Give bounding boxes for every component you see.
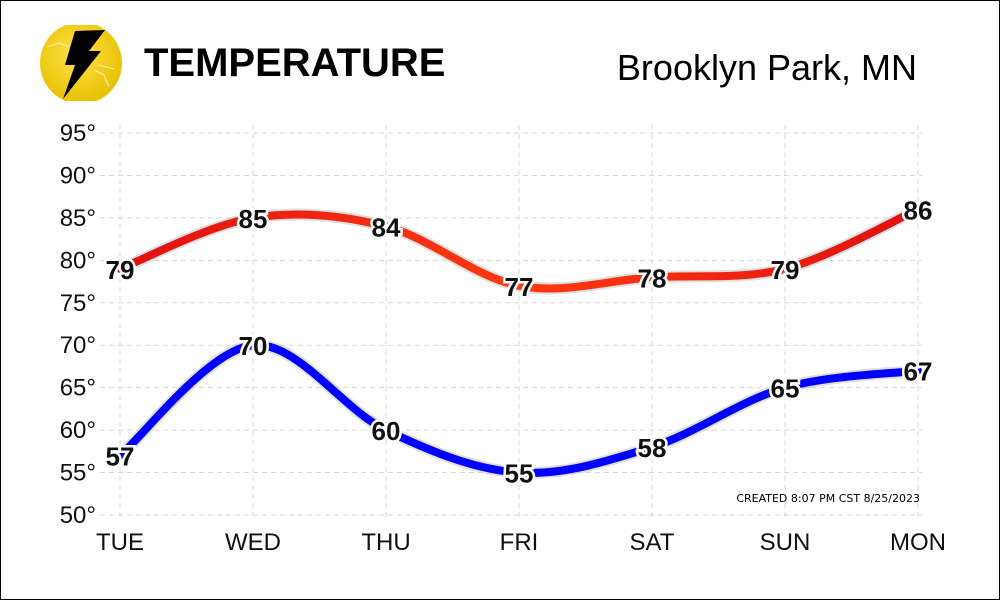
y-tick-label: 60° [60, 417, 96, 444]
high-temp-line [116, 205, 922, 293]
x-tick-label: FRI [500, 529, 539, 556]
high-data-label: 78 [638, 263, 667, 293]
low-data-label: 67 [904, 357, 933, 387]
x-tick-label: WED [225, 529, 281, 556]
high-data-label: 77 [505, 272, 534, 302]
x-tick-label: TUE [96, 529, 144, 556]
y-tick-label: 90° [60, 162, 96, 189]
low-data-label: 70 [239, 331, 268, 361]
x-tick-label: THU [361, 529, 410, 556]
y-tick-label: 65° [60, 375, 96, 402]
low-data-label: 55 [505, 459, 534, 489]
high-data-label: 86 [904, 195, 933, 225]
x-tick-label: SAT [630, 529, 675, 556]
low-temp-line [116, 341, 922, 477]
y-tick-label: 50° [60, 502, 96, 529]
location-label: Brooklyn Park, MN [616, 47, 917, 88]
lightning-bolt-icon [40, 25, 122, 101]
chart-title: TEMPERATURE [144, 41, 446, 85]
low-data-label: 60 [372, 416, 401, 446]
high-data-label: 79 [106, 255, 135, 285]
y-tick-label: 80° [60, 247, 96, 274]
high-data-label: 79 [771, 255, 800, 285]
x-tick-label: MON [890, 529, 946, 556]
x-tick-label: SUN [760, 529, 811, 556]
y-tick-label: 85° [60, 205, 96, 232]
low-data-label: 58 [638, 433, 667, 463]
y-tick-label: 75° [60, 290, 96, 317]
high-data-label: 84 [372, 212, 401, 242]
y-tick-label: 55° [60, 460, 96, 487]
high-data-label: 85 [239, 204, 268, 234]
low-data-label: 65 [771, 374, 800, 404]
y-tick-label: 95° [60, 120, 96, 147]
low-data-label: 57 [106, 442, 135, 472]
y-tick-label: 70° [60, 332, 96, 359]
created-timestamp: CREATED 8:07 PM CST 8/25/2023 [736, 492, 920, 505]
